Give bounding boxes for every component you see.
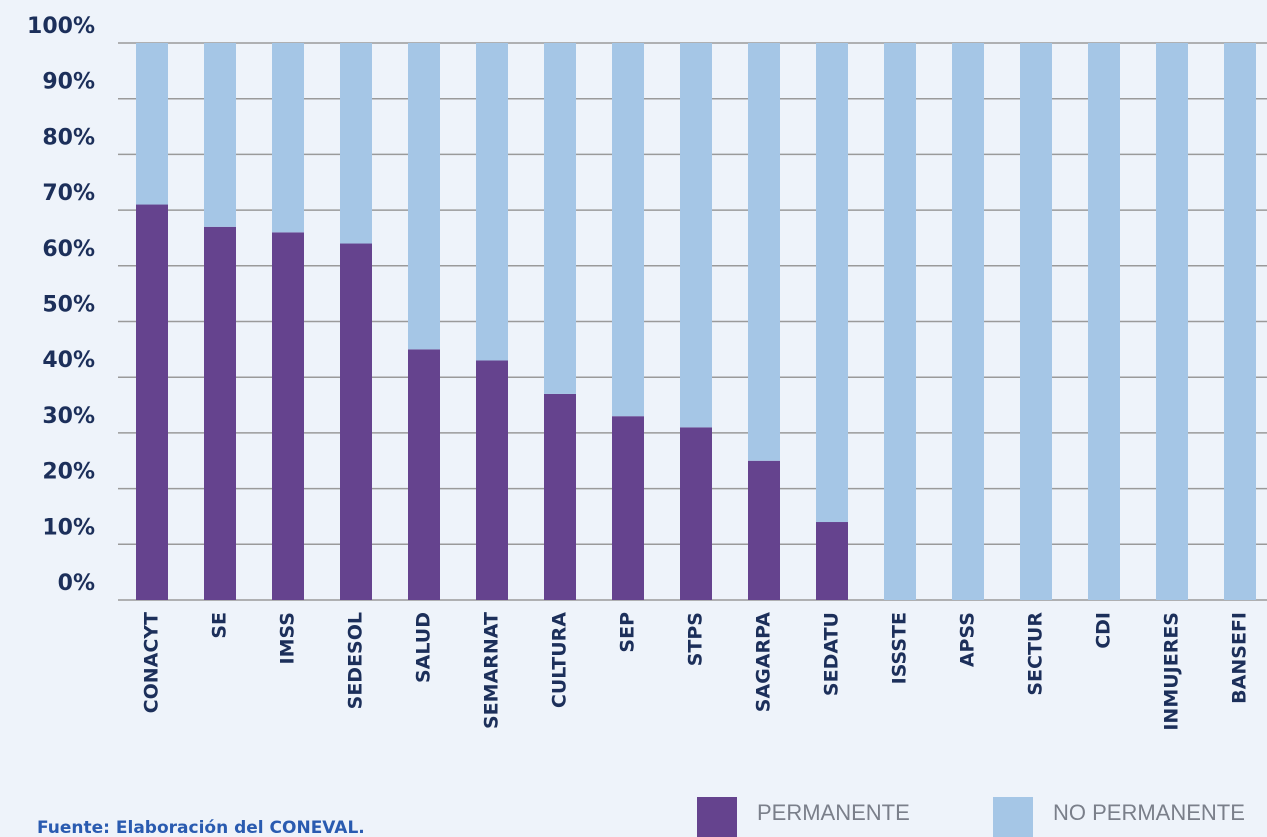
bar-segment [680,43,712,428]
x-tick-label: APSS [957,612,979,667]
x-tick-label: SALUD [413,612,435,683]
y-tick-label: 40% [42,348,95,373]
y-tick-label: 50% [42,293,95,318]
bar-segment [204,43,236,227]
bar-segment [1088,43,1120,600]
bar-segment [136,43,168,205]
bar-segment [1020,43,1052,600]
y-tick-label: 30% [42,404,95,429]
legend-swatch [993,797,1033,837]
legend-swatch [697,797,737,837]
y-tick-label: 100% [27,14,95,39]
bar-segment [544,393,576,600]
y-tick-label: 90% [42,70,95,95]
x-tick-label: SEDATU [821,612,843,696]
y-tick-label: 10% [42,515,95,540]
y-tick-label: 80% [42,125,95,150]
x-tick-label: SEDESOL [345,612,367,709]
bar-segment [680,427,712,600]
bar-segment [408,43,440,350]
y-tick-label: 60% [42,237,95,262]
x-tick-label: SE [209,612,231,639]
bar-segment [1224,43,1256,600]
x-tick-label: INMUJERES [1161,612,1183,731]
x-tick-label: CDI [1093,612,1115,649]
x-tick-label: CULTURA [549,612,571,708]
bar-segment [544,43,576,394]
source-note: Fuente: Elaboración del CONEVAL. [37,818,365,837]
x-tick-label: SEMARNAT [481,612,503,729]
y-tick-label: 70% [42,181,95,206]
bar-segment [476,360,508,600]
bar-segment [204,226,236,600]
x-tick-label: SAGARPA [753,612,775,713]
bar-segment [816,43,848,523]
x-tick-label: CONACYT [141,612,163,713]
bar-segment [272,43,304,233]
bar-segment [476,43,508,361]
bar-segment [408,349,440,600]
bar-segment [136,204,168,600]
bar-segment [340,43,372,244]
bar-segment [612,416,644,600]
bar-segment [748,43,780,461]
bar-segment [884,43,916,600]
x-tick-label: ISSSTE [889,612,911,684]
y-tick-label: 20% [42,460,95,485]
legend-label: PERMANENTE [757,800,910,825]
bar-segment [816,522,848,600]
legend-label: NO PERMANENTE [1053,800,1245,825]
x-tick-label: IMSS [277,612,299,665]
bar-segment [748,460,780,600]
bar-segment [952,43,984,600]
bar-segment [340,243,372,600]
y-tick-label: 0% [58,571,95,596]
x-tick-label: STPS [685,612,707,666]
x-tick-label: SECTUR [1025,612,1047,696]
bar-segment [612,43,644,417]
bar-segment [1156,43,1188,600]
bar-segment [272,232,304,600]
x-tick-label: BANSEFI [1229,612,1251,704]
x-tick-label: SEP [617,612,639,653]
